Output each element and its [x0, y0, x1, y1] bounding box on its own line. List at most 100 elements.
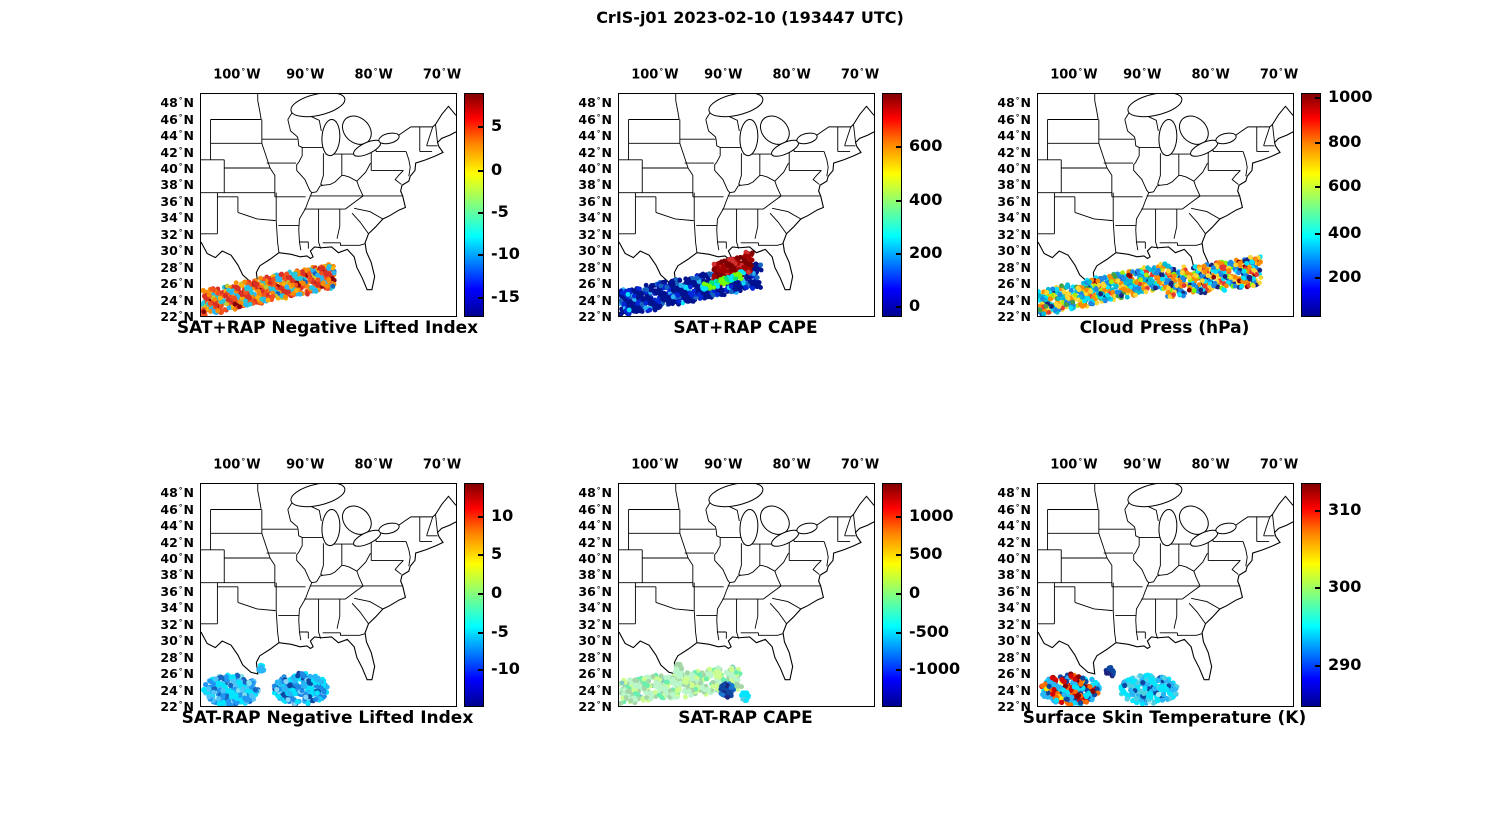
y-tick-label: 32°N: [578, 616, 612, 632]
y-tick-label: 48°N: [578, 485, 612, 501]
y-tick-label: 24°N: [160, 682, 194, 698]
degree-symbol: °: [596, 178, 601, 188]
y-tick-label: 22°N: [578, 699, 612, 715]
panel-title: SAT-RAP CAPE: [678, 708, 813, 728]
degree-symbol: °: [441, 457, 446, 466]
y-tick-label: 42°N: [578, 144, 612, 160]
degree-symbol: °: [1278, 457, 1283, 466]
y-tick-label: 40°N: [578, 161, 612, 177]
y-tick-label: 44°N: [160, 128, 194, 144]
degree-symbol: °: [1142, 457, 1147, 466]
degree-symbol: °: [178, 129, 183, 139]
y-tick-label: 48°N: [160, 485, 194, 501]
degree-symbol: °: [1015, 260, 1020, 270]
degree-symbol: °: [178, 486, 183, 496]
colorbar-tick-label: 600: [909, 136, 943, 156]
y-tick-label: 30°N: [578, 243, 612, 259]
colorbar-tick-label: -10: [491, 659, 520, 679]
degree-symbol: °: [791, 67, 796, 76]
y-tick-label: 44°N: [997, 518, 1031, 534]
y-tick-label: 26°N: [160, 276, 194, 292]
colorbar-tick: [478, 592, 483, 595]
panel-3: 100°W 90°W 80°W 70°W 48°N 46°N 44°N 42°N 40°N 38°…: [967, 58, 1407, 358]
degree-symbol: °: [178, 617, 183, 627]
degree-symbol: °: [596, 129, 601, 139]
degree-symbol: °: [178, 700, 183, 709]
degree-symbol: °: [1015, 129, 1020, 139]
y-tick-label: 32°N: [578, 226, 612, 242]
x-tick-label: 70°W: [840, 67, 880, 83]
colorbar-tick-label: 1000: [909, 506, 954, 526]
x-tick-label: 80°W: [772, 457, 811, 473]
colorbar-tick-label: 310: [1328, 499, 1362, 519]
x-tick-label: 70°W: [1259, 67, 1299, 83]
y-tick-label: 34°N: [997, 600, 1031, 616]
y-tick-label: 34°N: [578, 210, 612, 226]
degree-symbol: °: [1015, 601, 1020, 611]
y-tick-label: 36°N: [997, 194, 1031, 209]
y-tick-label: 38°N: [160, 567, 194, 583]
colorbar-tick: [478, 253, 483, 256]
colorbar-tick: [896, 146, 901, 149]
degree-symbol: °: [596, 617, 601, 627]
y-tick-label: 44°N: [997, 128, 1031, 144]
y-tick-label: 30°N: [160, 633, 194, 649]
y-tick-label: 46°N: [160, 111, 194, 127]
x-tick-label: 100°W: [1050, 67, 1098, 83]
x-tick-label: 80°W: [1191, 457, 1230, 473]
degree-symbol: °: [1015, 535, 1020, 545]
y-tick-label: 36°N: [997, 584, 1031, 599]
y-tick-label: 38°N: [578, 567, 612, 583]
y-tick-label: 42°N: [997, 144, 1031, 160]
degree-symbol: °: [178, 502, 183, 512]
degree-symbol: °: [596, 112, 601, 122]
x-tick-label: 100°W: [631, 67, 679, 83]
degree-symbol: °: [1015, 634, 1020, 644]
y-tick-label: 44°N: [578, 128, 612, 144]
colorbar-tick: [1315, 186, 1320, 189]
x-tick-label: 70°W: [422, 457, 462, 473]
degree-symbol: °: [178, 260, 183, 270]
map-axes: [618, 93, 875, 317]
colorbar-tick: [1315, 232, 1320, 235]
y-tick-label: 34°N: [160, 600, 194, 616]
y-tick-label: 28°N: [578, 649, 612, 665]
degree-symbol: °: [305, 457, 310, 466]
y-tick-label: 28°N: [578, 259, 612, 275]
y-tick-label: 42°N: [997, 534, 1031, 550]
x-tick-label: 80°W: [772, 67, 811, 83]
y-tick-label: 48°N: [997, 485, 1031, 501]
y-tick-label: 32°N: [160, 226, 194, 242]
colorbar-tick: [896, 592, 901, 595]
degree-symbol: °: [373, 457, 378, 466]
colorbar: [882, 483, 902, 707]
degree-symbol: °: [441, 67, 446, 76]
map-axes: [1037, 483, 1294, 707]
degree-symbol: °: [178, 568, 183, 578]
colorbar-tick: [1315, 587, 1320, 590]
degree-symbol: °: [859, 67, 864, 76]
y-tick-label: 22°N: [160, 699, 194, 715]
colorbar-tick: [896, 199, 901, 202]
colorbar-tick-label: 400: [1328, 222, 1362, 242]
panel-6: 100°W 90°W 80°W 70°W 48°N 46°N 44°N 42°N 40°N 38°…: [967, 448, 1407, 748]
degree-symbol: °: [178, 145, 183, 155]
degree-symbol: °: [1015, 700, 1020, 709]
colorbar-tick-label: 200: [909, 242, 943, 262]
colorbar-tick: [896, 554, 901, 557]
colorbar-tick-label: 0: [491, 582, 503, 602]
degree-symbol: °: [373, 67, 378, 76]
y-tick-label: 36°N: [578, 194, 612, 209]
degree-symbol: °: [178, 601, 183, 611]
degree-symbol: °: [596, 310, 601, 319]
x-tick-label: 80°W: [1191, 67, 1230, 83]
scatter-layer: [201, 484, 456, 706]
x-tick-label: 100°W: [213, 67, 261, 83]
y-tick-label: 28°N: [160, 259, 194, 275]
colorbar-tick-label: 5: [491, 544, 503, 564]
y-tick-label: 22°N: [997, 699, 1031, 715]
y-tick-label: 46°N: [578, 501, 612, 517]
y-tick-label: 38°N: [997, 567, 1031, 583]
y-tick-label: 40°N: [997, 161, 1031, 177]
degree-symbol: °: [659, 67, 664, 76]
